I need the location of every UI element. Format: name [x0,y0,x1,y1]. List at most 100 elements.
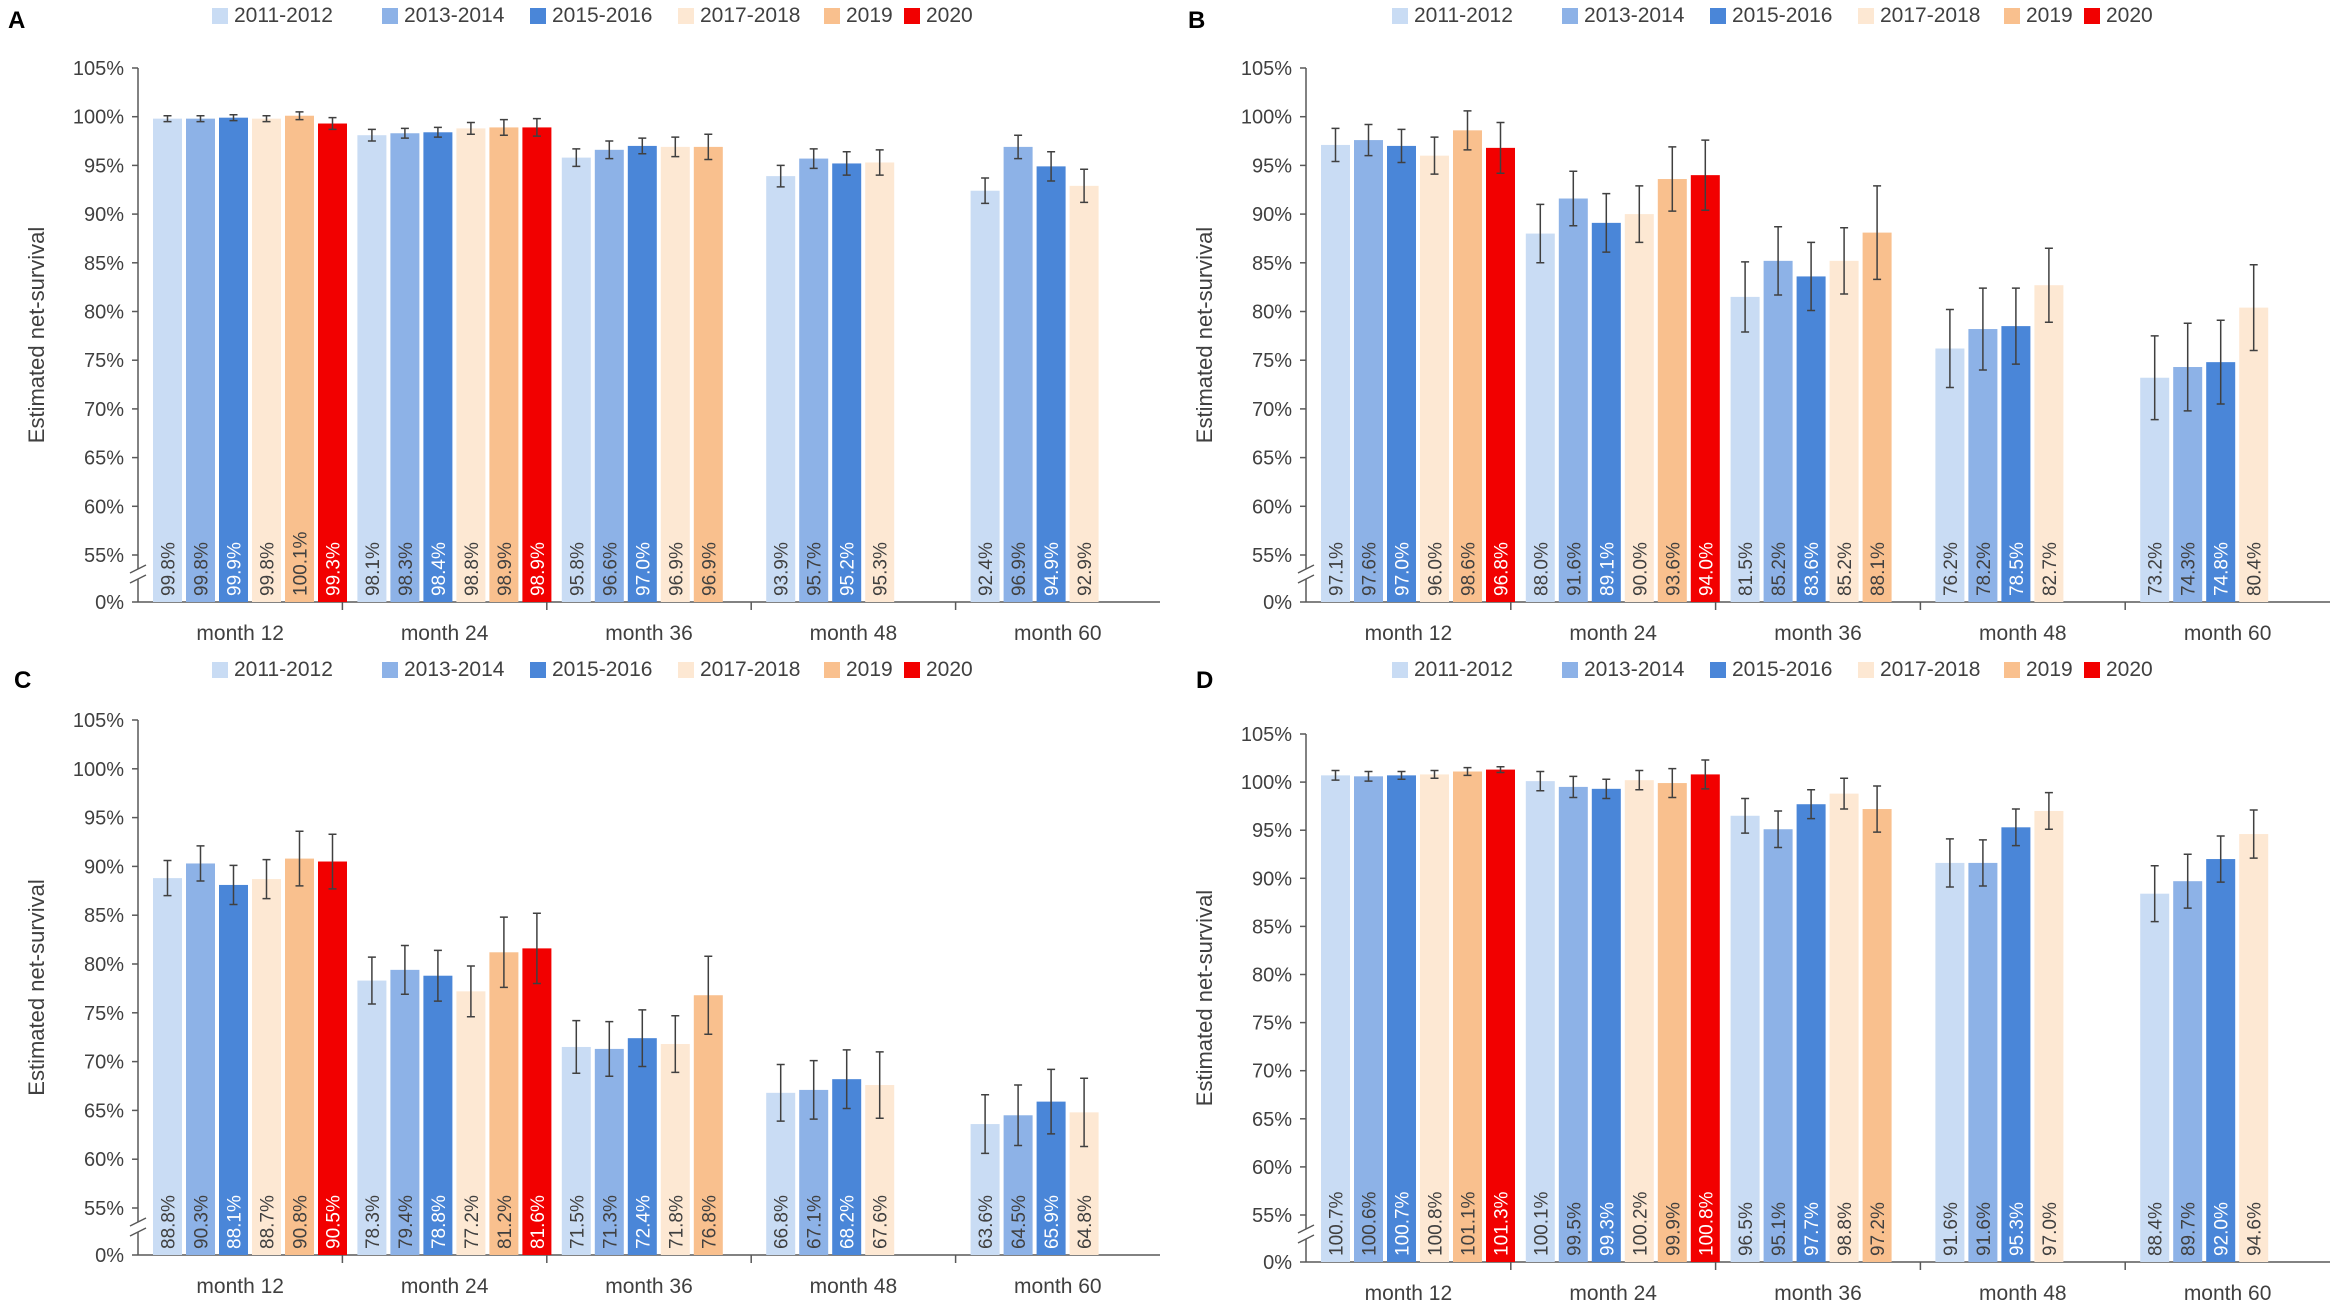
data-label: 94.6% [2245,1202,2266,1256]
bar [766,176,796,602]
error-bar [875,1051,884,1119]
bar [693,146,723,603]
y-tick-label: 95% [84,155,124,177]
bar [1624,780,1654,1262]
error-bar [1536,770,1545,792]
data-label: 98.9% [528,542,549,596]
error-bar [295,111,304,121]
bar [252,879,281,1255]
bar [561,157,591,602]
axis-break-mark [129,564,147,584]
legend-label: 2020 [2106,658,2153,681]
error-bar [1430,136,1439,175]
y-tick-label: 95% [1252,820,1292,842]
data-label: 81.2% [495,1195,516,1249]
data-label: 95.2% [838,542,859,596]
error-bar [2044,247,2053,323]
data-label: 94.9% [1042,542,1063,596]
y-axis: 0% 55% 60% 65% 70% 75% 80% 85% 90% 95% 100% 105% [1241,58,1315,614]
bar [318,861,347,1255]
y-tick-label: 0% [1263,1252,1292,1274]
y-tick-label: 85% [1252,253,1292,275]
bar [1829,260,1859,602]
bar [1935,348,1965,602]
bar [357,980,387,1255]
legend-swatch [212,662,228,678]
y-tick-label: 75% [1252,1013,1292,1035]
y-tick-label: 70% [84,1052,124,1074]
error-bar [1978,287,1987,371]
error-bar [196,114,205,123]
data-label: 100.2% [1630,1191,1651,1256]
data-label: 97.1% [1327,542,1348,596]
legend-swatch [678,8,694,24]
bar [865,162,895,602]
legend-swatch [212,8,228,24]
error-bar [2216,835,2225,883]
bar [1354,776,1383,1262]
error-bar [328,833,337,890]
legend-swatch [904,662,920,678]
data-label: 100.6% [1360,1191,1381,1256]
data-label: 100.8% [1696,1191,1717,1256]
data-label: 63.6% [976,1195,997,1249]
data-label: 91.6% [1974,1202,1995,1256]
error-bar [704,133,713,161]
y-tick-label: 60% [1252,1157,1292,1179]
data-label: 90.5% [324,1195,345,1249]
error-bar [981,177,990,205]
legend-swatch [1392,662,1408,678]
bar [186,118,215,602]
bar [285,858,314,1255]
error-bar [605,140,614,160]
x-tick-label: month 36 [605,622,693,645]
y-tick-label: 105% [73,58,124,80]
data-label: 93.6% [1663,542,1684,596]
bar [423,132,453,602]
error-bar [466,121,475,135]
data-label: 97.7% [1802,1202,1823,1256]
bar [1591,788,1621,1262]
x-tick-label: month 36 [605,1275,693,1298]
error-bar [2150,335,2159,421]
bar [1796,276,1826,602]
data-label: 96.0% [1426,542,1447,596]
legend-swatch [678,662,694,678]
legend-swatch [1710,662,1726,678]
error-bar [163,114,172,123]
data-label: 91.6% [1941,1202,1962,1256]
error-bar [2216,319,2225,405]
bar [594,149,624,603]
data-label: 65.9% [1042,1195,1063,1249]
bar [1453,771,1482,1262]
x-tick-label: month 48 [810,1275,898,1298]
x-tick-label: month 48 [1979,1282,2067,1305]
bar [1453,130,1482,602]
error-bar [262,114,271,123]
x-tick-label: month 24 [401,1275,489,1298]
error-bar [981,1094,990,1155]
data-label: 98.3% [396,542,417,596]
bar [1862,232,1892,602]
y-tick-label: 55% [84,1198,124,1220]
data-label: 99.8% [159,542,180,596]
bar [1069,185,1099,602]
error-bar [776,1063,785,1122]
error-bar [2044,791,2053,830]
data-label: 88.1% [225,1195,246,1249]
bar [1420,155,1449,602]
data-label: 101.1% [1459,1191,1480,1256]
data-label: 98.4% [429,542,450,596]
bar [1690,774,1720,1262]
error-bar [499,118,508,136]
error-bar [842,151,851,176]
data-label: 95.1% [1769,1202,1790,1256]
bar [594,1048,624,1255]
y-tick-label: 0% [95,1245,124,1267]
bar [219,117,248,602]
error-bar [1873,185,1882,281]
error-bar [1602,778,1611,800]
legend-label: 2019 [846,658,893,681]
error-bar [1014,1084,1023,1147]
data-label: 97.0% [633,542,654,596]
